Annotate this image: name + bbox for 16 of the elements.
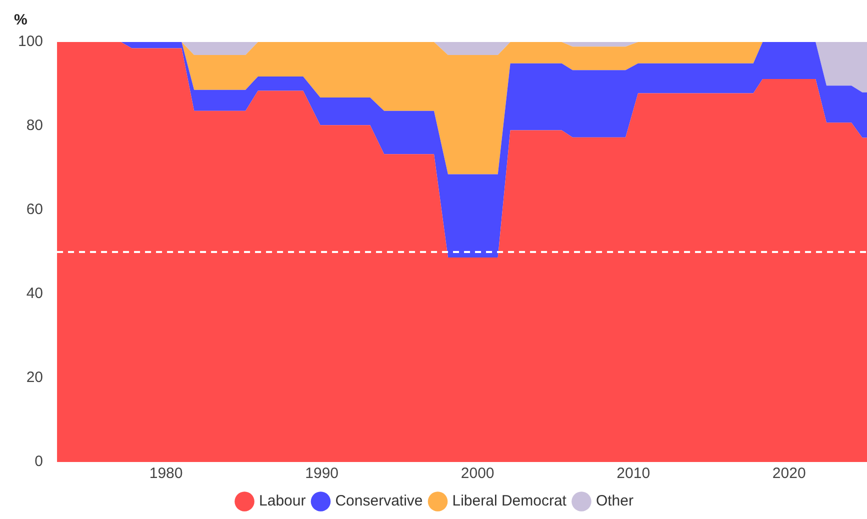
legend-label: Other <box>596 492 634 510</box>
y-axis-title: % <box>14 12 28 29</box>
x-tick-label: 2010 <box>616 465 650 482</box>
legend-label: Liberal Democrat <box>452 492 568 510</box>
y-tick-label: 60 <box>26 201 44 218</box>
x-tick-label: 1990 <box>305 465 339 482</box>
legend-label: Conservative <box>335 492 423 510</box>
legend-label: Labour <box>259 492 306 510</box>
y-tick-label: 80 <box>26 117 44 134</box>
y-tick-label: 100 <box>18 33 44 50</box>
y-tick-label: 0 <box>34 453 44 470</box>
y-tick-label: 40 <box>26 285 44 302</box>
x-tick-label: 1980 <box>149 465 183 482</box>
y-tick-label: 20 <box>26 369 44 386</box>
x-tick-label: 2020 <box>772 465 806 482</box>
x-tick-label: 2000 <box>460 465 494 482</box>
